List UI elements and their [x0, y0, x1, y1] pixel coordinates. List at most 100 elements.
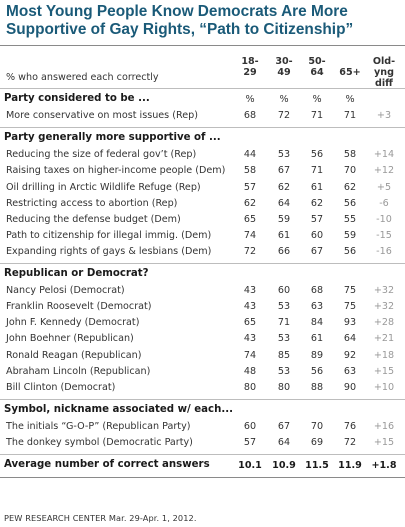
row-label: Restricting access to abortion (Rep)	[6, 197, 178, 209]
cell-value: 57	[243, 181, 257, 193]
cell-value: 84	[310, 317, 324, 329]
cell-value: 69	[310, 437, 324, 448]
row-label: More conservative on most issues (Rep)	[6, 110, 198, 122]
cell-value: 67	[277, 165, 291, 177]
row-label: Raising taxes on higher-income people (D…	[6, 165, 226, 177]
cell-value: 59	[277, 213, 291, 225]
cell-value: 62	[343, 181, 357, 193]
column-header: 18- 29	[230, 56, 270, 78]
diff-value: +15	[373, 437, 395, 448]
diff-value: +14	[373, 149, 395, 161]
column-header-line-2: 49	[277, 67, 291, 78]
cell-value: 71	[343, 110, 357, 122]
diff-value: -15	[376, 229, 392, 241]
diff-value: +32	[373, 285, 395, 297]
row-label: Nancy Pelosi (Democrat)	[6, 285, 125, 297]
row-label: John F. Kennedy (Democrat)	[6, 317, 140, 329]
cell-value: 68	[310, 285, 324, 297]
row-label: Path to citizenship for illegal immig. (…	[6, 229, 212, 241]
cell-value: 55	[343, 213, 357, 225]
percent-label: %	[312, 94, 322, 105]
cell-value: 67	[277, 420, 291, 432]
title-line-2: Supportive of Gay Rights, “Path to Citiz…	[6, 21, 354, 38]
section-title: Party considered to be ...	[4, 93, 150, 104]
average-value: 11.9	[338, 460, 362, 472]
cell-value: 61	[277, 229, 291, 241]
cell-value: 74	[243, 229, 257, 241]
cell-value: 88	[310, 381, 324, 393]
cell-value: 62	[277, 181, 291, 193]
cell-value: 76	[343, 420, 357, 432]
percent-label: %	[245, 94, 255, 105]
row-label: The initials “G-O-P” (Republican Party)	[6, 420, 191, 432]
row-label: Franklin Roosevelt (Democrat)	[6, 301, 152, 313]
column-header-line-1: 18-	[241, 56, 259, 67]
cell-value: 44	[243, 149, 257, 161]
diff-value: +28	[373, 317, 395, 329]
cell-value: 72	[277, 110, 291, 122]
cell-value: 48	[243, 365, 257, 377]
cell-value: 60	[310, 229, 324, 241]
cell-value: 90	[343, 381, 357, 393]
row-label: Reducing the size of federal gov’t (Rep)	[6, 149, 197, 161]
cell-value: 63	[343, 365, 357, 377]
diff-value: +21	[373, 333, 395, 345]
cell-value: 70	[343, 165, 357, 177]
cell-value: 92	[343, 349, 357, 361]
cell-value: 60	[243, 420, 257, 432]
diff-value: -16	[376, 245, 392, 257]
diff-value: +32	[373, 301, 395, 313]
cell-value: 71	[277, 317, 291, 329]
cell-value: 63	[310, 301, 324, 313]
diff-value: +16	[373, 420, 395, 432]
cell-value: 89	[310, 349, 324, 361]
cell-value: 64	[277, 197, 291, 209]
cell-value: 65	[243, 317, 257, 329]
cell-value: 53	[277, 301, 291, 313]
cell-value: 93	[343, 317, 357, 329]
bottom-rule	[0, 477, 405, 479]
section-title: Symbol, nickname associated w/ each...	[4, 403, 233, 415]
cell-value: 85	[277, 349, 291, 361]
column-header-line-2: 29	[243, 67, 257, 78]
column-header: Old-yng diff	[364, 56, 404, 89]
cell-value: 58	[243, 165, 257, 177]
column-header-line-1: 50-	[308, 56, 326, 67]
column-header-line-1: 30-	[275, 56, 293, 67]
cell-value: 56	[310, 149, 324, 161]
average-label: Average number of correct answers	[4, 459, 210, 471]
average-value: 10.9	[272, 460, 296, 472]
average-value: 11.5	[305, 460, 329, 472]
header-rule	[0, 88, 405, 89]
section-title: Republican or Democrat?	[4, 268, 149, 279]
cell-value: 43	[243, 333, 257, 345]
cell-value: 64	[343, 333, 357, 345]
subtitle: % who answered each correctly	[6, 72, 159, 83]
cell-value: 68	[243, 110, 257, 122]
cell-value: 72	[243, 245, 257, 257]
cell-value: 80	[243, 381, 257, 393]
cell-value: 59	[343, 229, 357, 241]
diff-value: +3	[376, 110, 392, 122]
column-header: 30- 49	[264, 56, 304, 78]
diff-value: -10	[376, 213, 392, 225]
cell-value: 71	[310, 165, 324, 177]
title-line-1: Most Young People Know Democrats Are Mor…	[6, 3, 348, 20]
chart-title: Most Young People Know Democrats Are Mor…	[6, 3, 401, 39]
percent-label: %	[345, 94, 355, 105]
cell-value: 75	[343, 285, 357, 297]
diff-value: -6	[379, 197, 389, 209]
column-header: 65+	[330, 56, 370, 78]
section-rule	[0, 263, 405, 264]
cell-value: 60	[277, 285, 291, 297]
column-header-line-2: 65+	[339, 67, 361, 78]
cell-value: 62	[310, 197, 324, 209]
cell-value: 61	[310, 333, 324, 345]
cell-value: 70	[310, 420, 324, 432]
column-header: 50- 64	[297, 56, 337, 78]
cell-value: 62	[243, 197, 257, 209]
diff-value: +12	[373, 165, 395, 177]
column-header-line-2: 64	[310, 67, 324, 78]
cell-value: 56	[310, 365, 324, 377]
percent-label: %	[279, 94, 289, 105]
